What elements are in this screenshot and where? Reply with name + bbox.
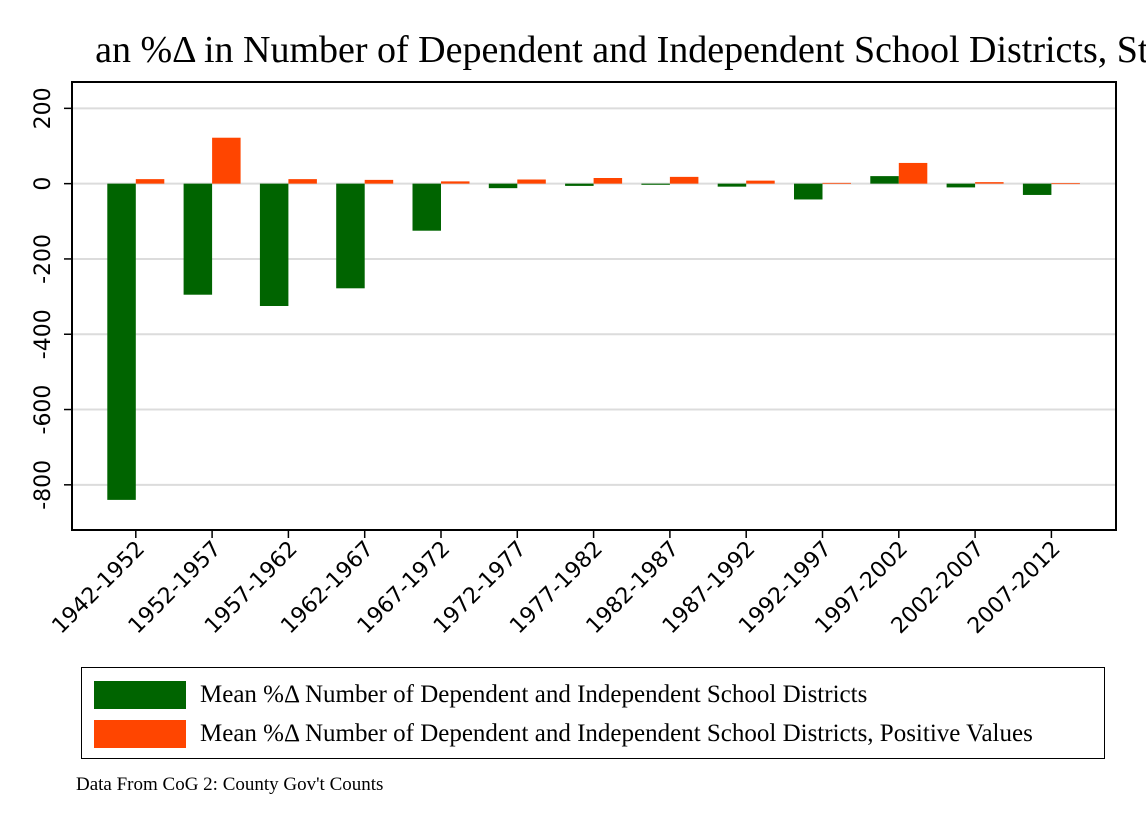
y-tick-label: 200 xyxy=(31,87,56,129)
y-tick-label: -600 xyxy=(31,385,56,435)
bar-series-2 xyxy=(822,182,851,184)
bar-series-1 xyxy=(717,183,747,187)
legend-swatch-series-2 xyxy=(94,720,186,748)
bar-series-1 xyxy=(946,183,976,188)
source-note: Data From CoG 2: County Gov't Counts xyxy=(76,774,384,795)
bar-series-1 xyxy=(107,183,136,500)
bar-series-1 xyxy=(412,183,441,231)
gridlines xyxy=(72,107,1116,486)
y-tick-label: 0 xyxy=(31,177,56,191)
bar-series-2 xyxy=(1051,183,1080,185)
bar-series-1 xyxy=(488,183,518,189)
bar-series-2 xyxy=(364,179,394,184)
chart-svg: 200 0 -200 -400 -600 -800 1942-19521952-19571… xyxy=(31,29,1146,639)
bar-series-2 xyxy=(898,162,928,184)
bar-series-1 xyxy=(641,183,670,185)
legend-label-series-2: Mean %Δ Number of Dependent and Independ… xyxy=(200,720,1033,747)
bars xyxy=(107,137,1080,500)
y-tick-label: -800 xyxy=(31,460,56,510)
legend-item-series-2: Mean %Δ Number of Dependent and Independ… xyxy=(94,719,1033,749)
bar-series-1 xyxy=(336,183,365,289)
legend-item-series-1: Mean %Δ Number of Dependent and Independ… xyxy=(94,680,867,710)
bar-series-2 xyxy=(212,137,241,184)
bar-series-1 xyxy=(1022,183,1052,195)
bar-series-2 xyxy=(975,182,1004,184)
bar-series-2 xyxy=(669,176,699,184)
bar-series-1 xyxy=(794,183,823,200)
y-tick-label: -200 xyxy=(31,234,56,284)
bar-series-2 xyxy=(135,179,165,184)
bar-series-2 xyxy=(746,180,775,184)
bar-series-2 xyxy=(288,179,317,184)
bar-series-1 xyxy=(565,183,594,186)
bar-series-2 xyxy=(593,178,623,184)
bar-series-2 xyxy=(517,179,546,184)
y-tick-label: -400 xyxy=(31,309,56,359)
bar-series-1 xyxy=(870,176,899,184)
bar-series-1 xyxy=(259,183,289,306)
legend-swatch-series-1 xyxy=(94,681,186,709)
chart-title: an %Δ in Number of Dependent and Indepen… xyxy=(95,29,1146,71)
bar-series-2 xyxy=(441,181,470,184)
legend-label-series-1: Mean %Δ Number of Dependent and Independ… xyxy=(200,681,868,708)
x-axis-ticks: 1942-19521952-19571957-19621962-19671967… xyxy=(48,530,1066,639)
bar-series-1 xyxy=(183,183,213,295)
legend: Mean %Δ Number of Dependent and Independ… xyxy=(81,667,1105,759)
y-axis-ticks: 200 0 -200 -400 -600 -800 xyxy=(31,87,72,510)
